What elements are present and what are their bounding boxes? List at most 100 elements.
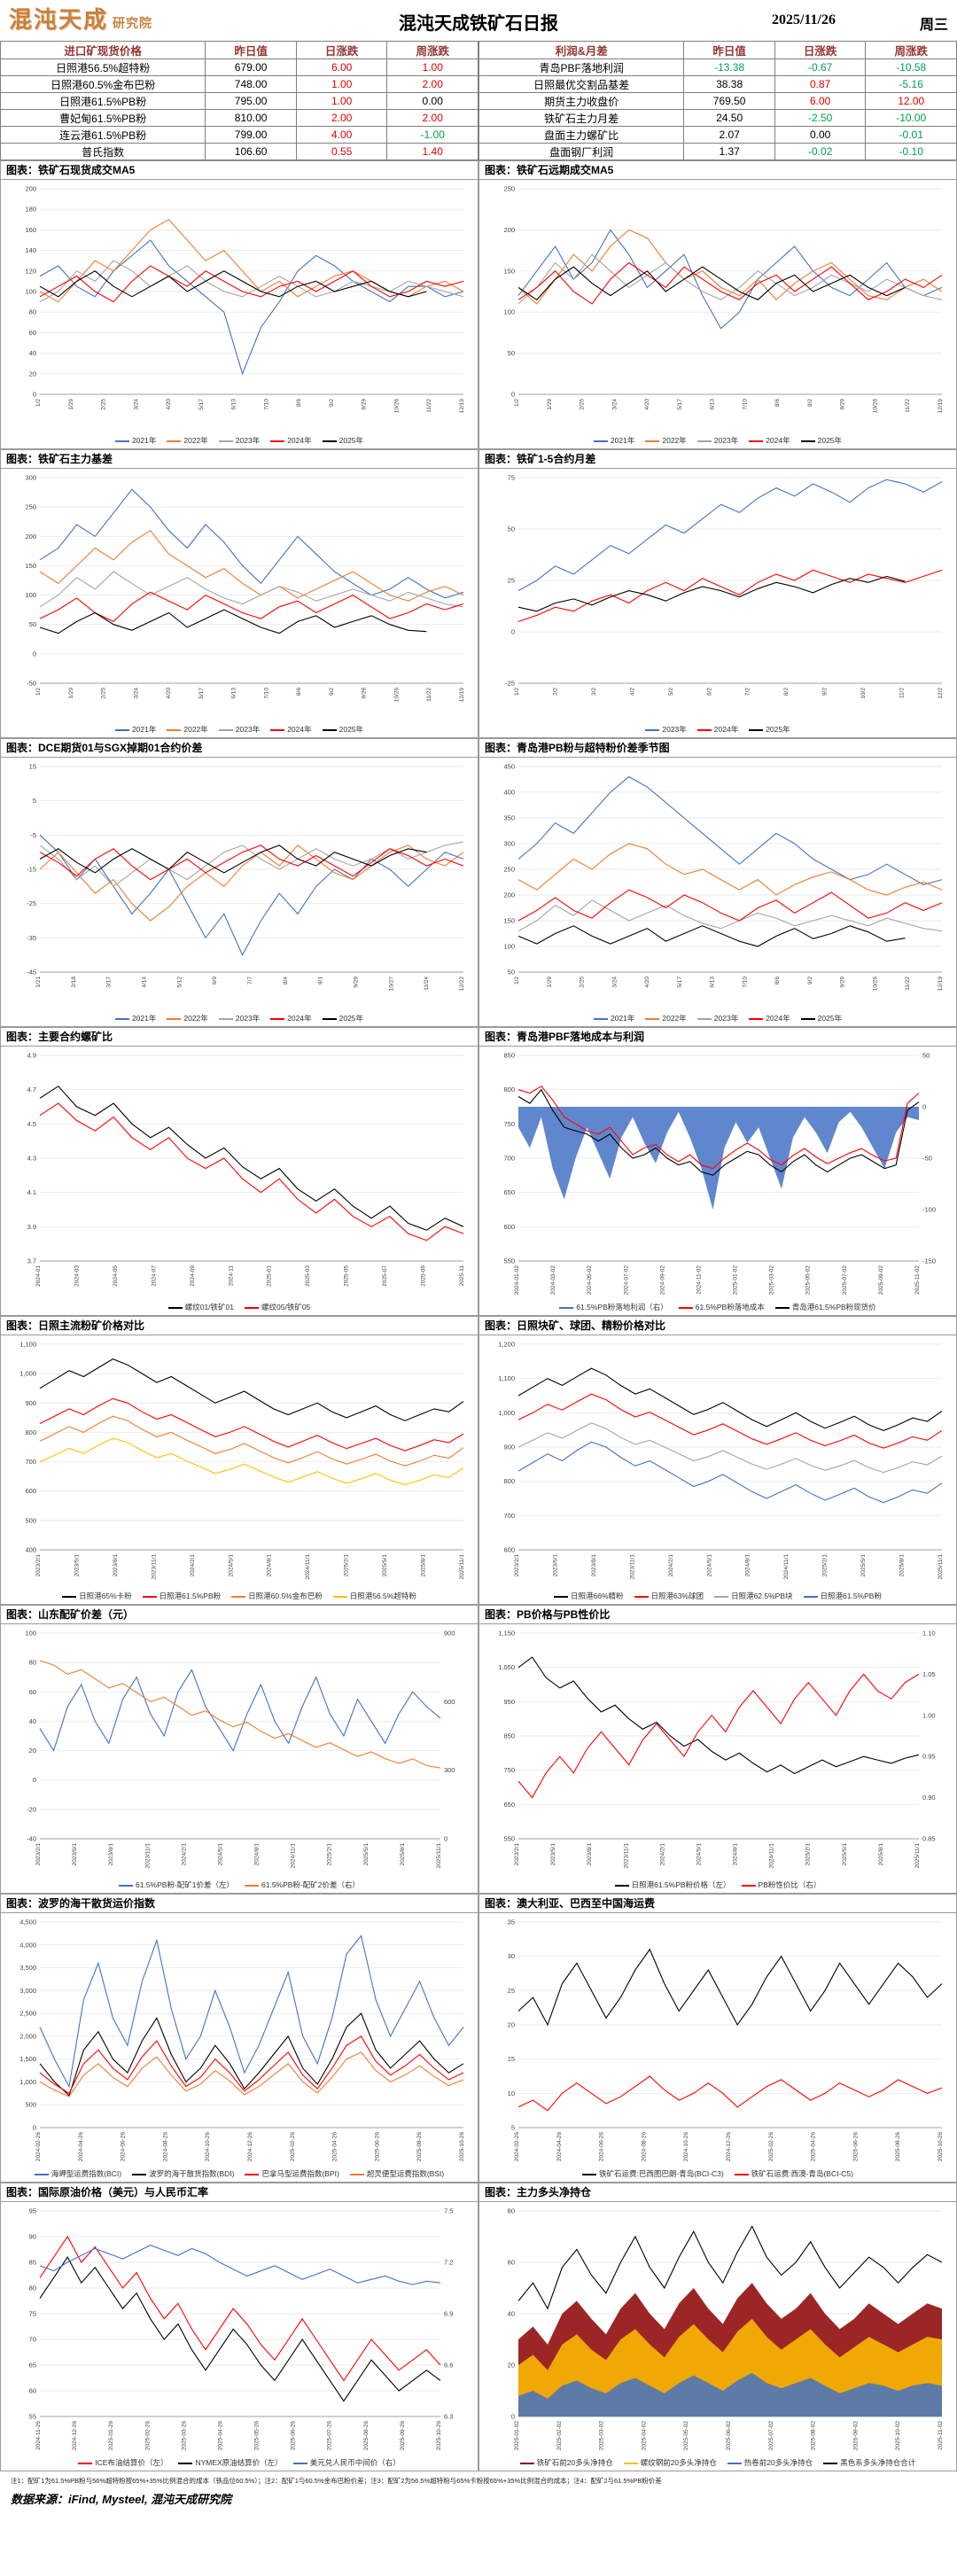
svg-text:10/2: 10/2 [860, 688, 867, 699]
svg-text:2024/2/1: 2024/2/1 [190, 1554, 196, 1577]
svg-text:600: 600 [503, 1223, 515, 1231]
table-row: 普氏指数 106.60 0.55 1.40 [0, 143, 478, 160]
svg-text:2025-05-02: 2025-05-02 [683, 2421, 689, 2451]
svg-text:65: 65 [29, 2362, 36, 2370]
chart-title: 图表：澳大利亚、巴西至中国海运费 [479, 1895, 956, 1913]
svg-text:900: 900 [503, 1444, 515, 1451]
chart-title: 图表：PB价格与PB性价比 [479, 1606, 956, 1624]
svg-text:5/17: 5/17 [677, 977, 683, 988]
svg-text:2025-08-26: 2025-08-26 [416, 2132, 423, 2162]
value-cell: 799.00 [205, 126, 297, 144]
row-label: 日照港60.5%金布巴粉 [0, 75, 206, 93]
legend-item: 黑色系多头净持仓合计 [823, 2457, 915, 2468]
svg-text:2025-02-02: 2025-02-02 [556, 2421, 563, 2451]
chart-legend: 日照港66%精粉 日照港63%球团 日照港62.5%PB块 日照港61.5%PB粉 [479, 1591, 956, 1604]
svg-text:4.9: 4.9 [27, 1052, 36, 1060]
svg-text:2025/5/1: 2025/5/1 [842, 1843, 848, 1866]
legend-swatch [34, 2173, 49, 2175]
svg-text:3.7: 3.7 [27, 1257, 36, 1265]
svg-text:1,000: 1,000 [19, 1370, 36, 1378]
svg-text:1/2: 1/2 [35, 688, 42, 696]
svg-text:250: 250 [503, 185, 515, 193]
value-cell: 4.00 [295, 126, 388, 144]
svg-text:2/2: 2/2 [552, 688, 558, 696]
svg-text:2025-02-26: 2025-02-26 [290, 2132, 296, 2162]
svg-text:2,000: 2,000 [19, 2032, 36, 2040]
svg-text:2024/8/1: 2024/8/1 [267, 1554, 273, 1577]
svg-text:4.1: 4.1 [27, 1188, 36, 1196]
chart-legend: 2021年 2022年 2023年 2024年 2025年 [1, 1013, 478, 1026]
svg-text:300: 300 [25, 474, 36, 482]
svg-text:300: 300 [444, 1766, 455, 1774]
legend-swatch [167, 1017, 182, 1020]
legend-swatch [741, 1884, 756, 1887]
svg-text:7.5: 7.5 [444, 2207, 453, 2215]
legend-swatch [322, 728, 337, 731]
svg-text:8/4: 8/4 [283, 977, 289, 984]
svg-text:2024-04-26: 2024-04-26 [556, 2132, 563, 2162]
svg-text:0.85: 0.85 [922, 1835, 936, 1843]
svg-text:2025-03-02: 2025-03-02 [599, 2421, 605, 2451]
svg-text:1/21: 1/21 [35, 977, 42, 988]
legend-swatch [245, 1306, 259, 1309]
svg-text:750: 750 [503, 1766, 515, 1774]
svg-text:650: 650 [503, 1188, 515, 1196]
legend-item: 铁矿石运费:西澳-青岛(BCI-C5) [734, 2168, 853, 2179]
chart-title: 图表：铁矿1-5合约月差 [479, 450, 956, 469]
svg-text:-20: -20 [27, 1805, 36, 1813]
svg-text:20: 20 [29, 1747, 36, 1755]
svg-text:2024-01-02: 2024-01-02 [514, 1265, 520, 1296]
logo: 混沌天成 研究院 [9, 2, 152, 35]
svg-text:2024-03: 2024-03 [74, 1265, 80, 1287]
svg-text:7/2: 7/2 [745, 688, 751, 696]
chart-block: 图表：澳大利亚、巴西至中国海运费 5 10 15 20 25 30 35 2024-02-26 2… [478, 1894, 957, 2183]
svg-text:0: 0 [511, 628, 515, 636]
value-cell: -5.16 [865, 75, 957, 93]
legend-swatch [322, 1017, 337, 1020]
svg-text:2024/8/1: 2024/8/1 [254, 1843, 261, 1866]
value-cell: 1.00 [386, 58, 478, 76]
chart-legend: 2021年 2022年 2023年 2024年 2025年 [479, 435, 956, 448]
svg-text:7/7: 7/7 [247, 977, 253, 984]
svg-text:2024/8/1: 2024/8/1 [733, 1843, 739, 1866]
report-weekday: 周三 [919, 18, 948, 33]
svg-text:550: 550 [503, 1257, 515, 1265]
row-label: 连云港61.5%PB粉 [0, 126, 206, 144]
svg-text:350: 350 [503, 814, 515, 822]
svg-text:2025-10-26: 2025-10-26 [436, 2421, 442, 2451]
svg-text:50: 50 [508, 969, 515, 977]
svg-text:3/24: 3/24 [611, 977, 618, 988]
svg-text:2025-08-26: 2025-08-26 [363, 2421, 370, 2451]
legend-item: 铁矿石运费:巴西图巴朗-青岛(BCI-C3) [582, 2168, 724, 2179]
svg-text:2025-11-02: 2025-11-02 [938, 2421, 944, 2450]
chart-title: 图表：国际原油价格（美元）与人民币汇率 [1, 2183, 478, 2202]
table-row: 日照最优交割品基差 38.38 0.87 -5.16 [478, 75, 957, 93]
svg-text:2024-08-26: 2024-08-26 [641, 2132, 647, 2162]
svg-text:450: 450 [503, 763, 515, 771]
svg-text:2024/5/1: 2024/5/1 [696, 1843, 702, 1866]
svg-text:650: 650 [503, 1801, 515, 1809]
legend-swatch [774, 1306, 790, 1309]
legend-item: 螺纹01/铁矿01 [167, 1302, 234, 1312]
value-cell: 6.00 [774, 92, 867, 110]
legend-item: 2024年 [696, 724, 738, 735]
legend-item: 螺纹钢前20多头净持仓 [623, 2457, 717, 2468]
legend-item: 日照港61.5%PB粉 [803, 1591, 882, 1601]
svg-text:2024-12-26: 2024-12-26 [247, 2132, 253, 2162]
svg-text:2024-02-26: 2024-02-26 [35, 2132, 42, 2162]
chart-block: 图表：山东配矿价差（元） -40 -20 0 20 40 60 80 100 0 300 600 900… [0, 1605, 478, 1894]
legend-swatch [245, 2173, 260, 2175]
legend-swatch [231, 1595, 246, 1598]
legend-item: 2024年 [749, 1013, 790, 1023]
profit-spread-table: 利润&月差 昨日值 日涨跌 周涨跌 青岛PBF落地利润 -13.38 -0.67 -10.58… [478, 41, 957, 160]
svg-text:200: 200 [503, 891, 515, 899]
legend-item: 2022年 [645, 1013, 687, 1023]
table-header-cell: 昨日值 [683, 41, 775, 59]
svg-text:7/10: 7/10 [263, 688, 269, 699]
svg-text:1/29: 1/29 [547, 977, 553, 988]
svg-text:2023/8/1: 2023/8/1 [108, 1843, 114, 1866]
svg-text:4/14: 4/14 [142, 977, 148, 988]
row-label: 普氏指数 [0, 143, 206, 160]
chart-canvas: 0 500 1,000 1,500 2,000 2,500 3,000 3,500 4,000 4… [19, 1918, 465, 2162]
